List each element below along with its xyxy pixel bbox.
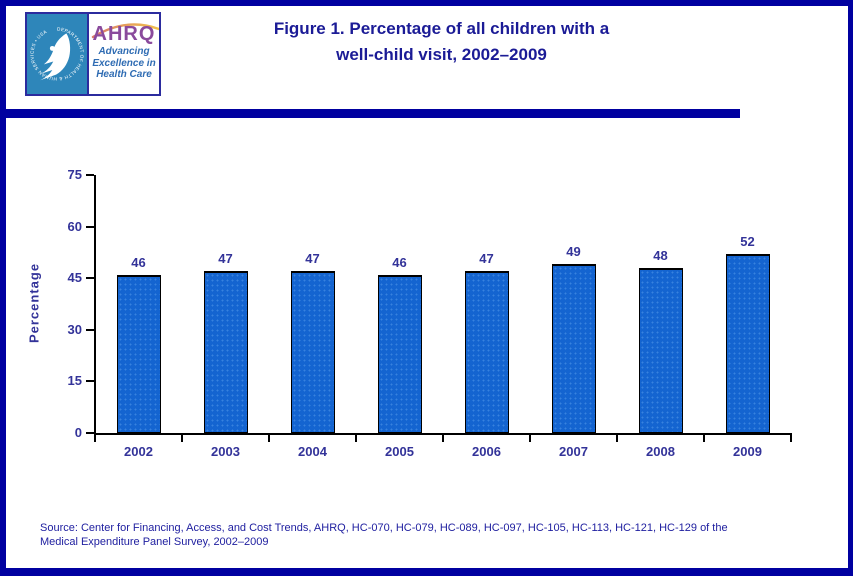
ahrq-wordmark: AHRQ: [92, 23, 156, 45]
x-axis-category-label: 2004: [298, 444, 327, 459]
tagline-line: Advancing: [98, 46, 150, 57]
figure-title-line2: well-child visit, 2002–2009: [336, 45, 547, 64]
hhs-eagle-icon: DEPARTMENT OF HEALTH & HUMAN SERVICES • …: [29, 26, 84, 81]
figure-title-line1: Figure 1. Percentage of all children wit…: [273, 19, 610, 38]
bar-value-label: 47: [305, 251, 320, 266]
x-axis-tick: [268, 435, 270, 442]
y-axis-tick-label: 75: [67, 167, 82, 182]
y-axis-title: Percentage: [26, 262, 42, 344]
source-line2: Medical Expenditure Panel Survey, 2002–2…: [40, 536, 269, 548]
x-axis-category-label: 2008: [646, 444, 675, 459]
bar-2008: [638, 268, 683, 433]
bar-2004: [290, 271, 335, 433]
bar-value-label: 52: [740, 234, 755, 249]
y-axis-tick: [86, 225, 94, 228]
x-axis-line: [94, 433, 792, 435]
x-axis-category-label: 2003: [211, 444, 240, 459]
bar-value-label: 48: [653, 248, 668, 263]
ahrq-hhs-logo: DEPARTMENT OF HEALTH & HUMAN SERVICES • …: [25, 12, 161, 96]
x-axis-tick: [442, 435, 444, 442]
figure-title: Figure 1. Percentage of all children wit…: [30, 16, 853, 68]
tagline-line: Health Care: [96, 69, 152, 80]
bar-value-label: 46: [392, 255, 407, 270]
x-axis-tick: [790, 435, 792, 442]
bar-2002: [116, 275, 161, 433]
y-axis-tick: [86, 432, 94, 434]
bar-2006: [464, 271, 509, 433]
bar-value-label: 47: [479, 251, 494, 266]
source-line1: Source: Center for Financing, Access, an…: [40, 522, 728, 534]
bar-value-label: 47: [218, 251, 233, 266]
tagline-line: Excellence in: [92, 57, 156, 69]
bar-2003: [203, 271, 248, 433]
x-axis-tick: [529, 435, 531, 442]
x-axis-tick: [703, 435, 705, 442]
x-axis-tick: [94, 435, 96, 442]
y-axis-tick: [86, 277, 94, 280]
x-axis-tick: [181, 435, 183, 442]
y-axis-tick-label: 0: [74, 425, 82, 440]
bar-2007: [551, 264, 596, 433]
ahrq-logo: AHRQ Advancing Excellence in Health Care: [89, 14, 159, 94]
ahrq-tagline: Advancing Excellence in Health Care: [89, 46, 159, 81]
x-axis-tick: [616, 435, 618, 442]
y-axis-tick: [86, 174, 94, 176]
bar-2009: [725, 254, 770, 433]
bar-2005: [377, 275, 422, 433]
x-axis-category-label: 2007: [559, 444, 588, 459]
source-note: Source: Center for Financing, Access, an…: [40, 521, 728, 549]
y-axis-tick-label: 15: [67, 373, 82, 389]
header-divider: [6, 109, 740, 118]
x-axis-tick: [355, 435, 357, 442]
bar-value-label: 46: [131, 255, 146, 270]
y-axis-tick: [86, 380, 94, 383]
ahrq-arc-icon: [91, 23, 159, 39]
y-axis-line: [94, 175, 96, 435]
y-axis-tick-label: 30: [67, 321, 82, 337]
x-axis-category-label: 2006: [472, 444, 501, 459]
y-axis-tick: [86, 328, 94, 331]
x-axis-category-label: 2009: [733, 444, 762, 459]
y-axis-tick-label: 45: [67, 270, 82, 286]
x-axis-category-label: 2005: [385, 444, 414, 459]
hhs-seal-icon: DEPARTMENT OF HEALTH & HUMAN SERVICES • …: [27, 14, 89, 94]
x-axis-category-label: 2002: [124, 444, 153, 459]
bar-value-label: 49: [566, 244, 581, 259]
y-axis-tick-label: 60: [67, 218, 82, 234]
